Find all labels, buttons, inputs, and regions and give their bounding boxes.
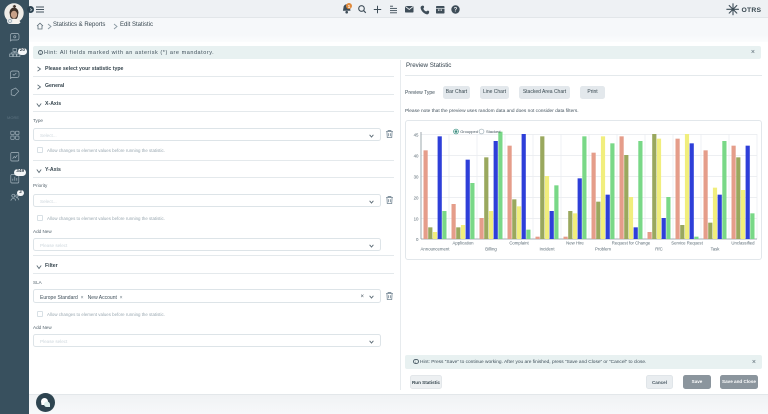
svg-text:OTRS: OTRS	[742, 7, 762, 14]
svg-text:20: 20	[414, 195, 419, 200]
svg-text:Groupped: Groupped	[460, 129, 478, 134]
svg-text:Problem: Problem	[595, 247, 611, 252]
svg-text:0: 0	[416, 237, 419, 242]
svg-text:Incident: Incident	[539, 247, 555, 252]
svg-text:Unclassified: Unclassified	[731, 241, 755, 246]
svg-text:10: 10	[414, 216, 419, 221]
svg-text:Task: Task	[711, 247, 721, 252]
svg-text:?: ?	[454, 8, 458, 14]
svg-text:Application: Application	[452, 241, 474, 246]
svg-text:RfC: RfC	[655, 247, 662, 252]
svg-text:45: 45	[414, 132, 419, 137]
svg-text:Request for Change: Request for Change	[612, 241, 651, 246]
svg-text:40: 40	[414, 153, 419, 158]
svg-text:30: 30	[414, 174, 419, 179]
svg-text:Complaint: Complaint	[509, 241, 529, 246]
svg-text:Announcement: Announcement	[421, 247, 451, 252]
svg-text:New Hire: New Hire	[566, 241, 584, 246]
svg-text:Service Request: Service Request	[671, 241, 703, 246]
svg-text:Billing: Billing	[485, 247, 497, 252]
svg-text:1: 1	[348, 4, 351, 9]
svg-text:Stacked: Stacked	[486, 129, 500, 134]
